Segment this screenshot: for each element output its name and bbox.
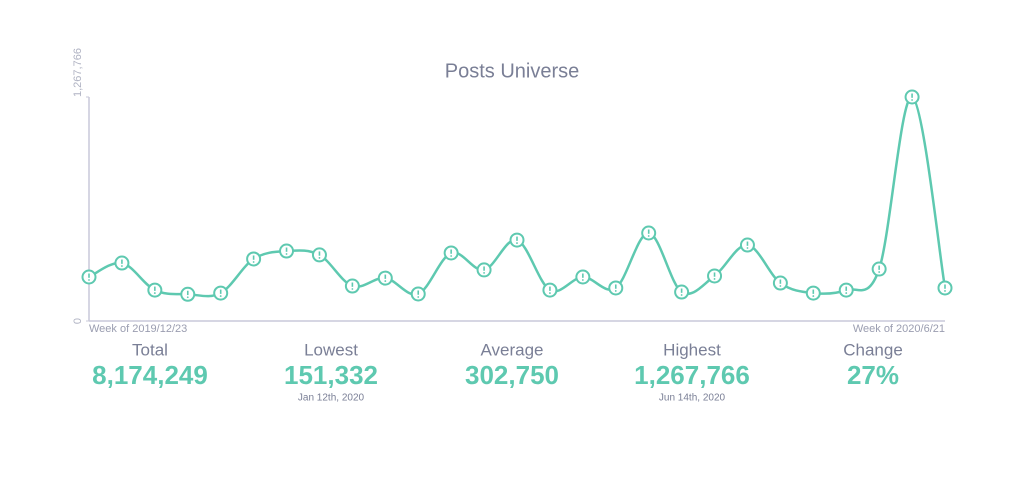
stat-value: 151,332 bbox=[284, 360, 378, 390]
point-icon bbox=[88, 279, 90, 281]
point-icon bbox=[845, 292, 848, 294]
point-icon bbox=[450, 255, 453, 257]
stat-label: Average bbox=[480, 340, 543, 359]
point-icon bbox=[186, 296, 189, 299]
stat-value: 8,174,249 bbox=[92, 360, 208, 390]
stat-label: Change bbox=[843, 340, 903, 359]
point-icon bbox=[219, 295, 222, 297]
point-icon bbox=[516, 242, 518, 244]
point-icon bbox=[713, 278, 716, 280]
point-icon bbox=[680, 294, 683, 296]
x-tick-label: Week of 2019/12/23 bbox=[89, 323, 187, 335]
x-tick-label: Week of 2020/6/21 bbox=[853, 323, 945, 335]
point-icon bbox=[614, 290, 617, 292]
y-tick-label: 1,267,766 bbox=[72, 48, 84, 97]
point-icon bbox=[647, 235, 650, 237]
point-icon bbox=[153, 292, 156, 294]
series-line bbox=[88, 95, 947, 298]
stat-value: 302,750 bbox=[465, 360, 559, 390]
stat-label: Lowest bbox=[304, 340, 358, 359]
point-icon bbox=[252, 261, 255, 263]
stat-note: Jan 12th, 2020 bbox=[298, 393, 365, 404]
point-icon bbox=[746, 247, 749, 249]
point-icon bbox=[878, 271, 881, 273]
point-icon bbox=[285, 253, 288, 255]
y-tick-label: 0 bbox=[72, 318, 84, 324]
stat-value: 1,267,766 bbox=[634, 360, 750, 390]
point-icon bbox=[318, 257, 321, 259]
point-icon bbox=[351, 288, 354, 290]
point-icon bbox=[911, 99, 913, 101]
point-icon bbox=[779, 285, 782, 287]
point-icon bbox=[384, 280, 387, 282]
stat-value: 27% bbox=[847, 360, 899, 390]
stat-label: Highest bbox=[663, 340, 721, 359]
stat-note: Jun 14th, 2020 bbox=[659, 393, 726, 404]
point-icon bbox=[812, 295, 815, 297]
point-icon bbox=[417, 296, 420, 298]
point-icon bbox=[121, 265, 123, 267]
chart-title: Posts Universe bbox=[445, 60, 580, 82]
point-icon bbox=[483, 272, 485, 274]
point-icon bbox=[549, 292, 551, 294]
point-icon bbox=[944, 290, 946, 292]
stat-label: Total bbox=[132, 340, 168, 359]
point-icon bbox=[581, 279, 584, 281]
